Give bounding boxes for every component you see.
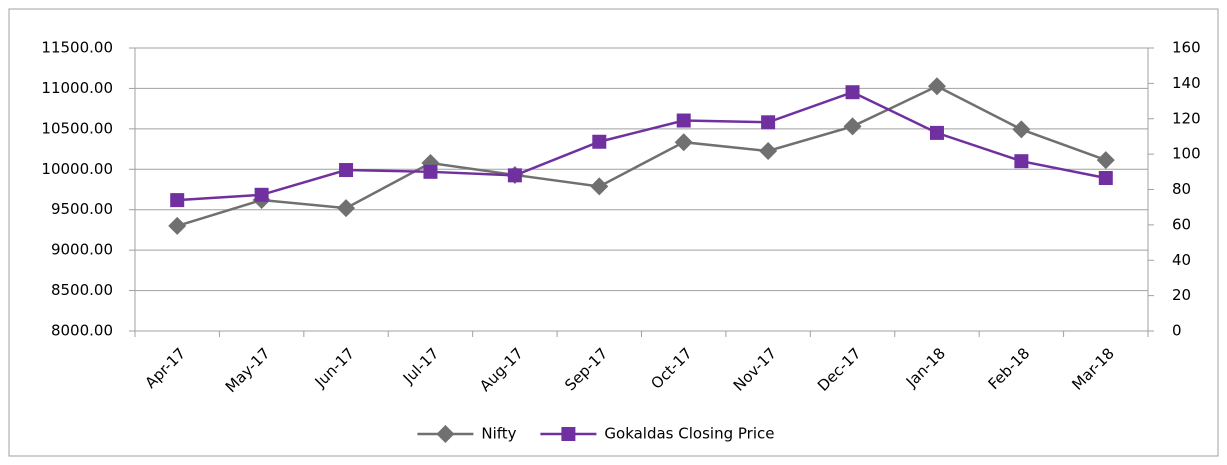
point: [590, 177, 609, 196]
y2-tick-label: 40: [1172, 251, 1191, 269]
legend-label: Nifty: [481, 425, 516, 443]
y2-tick-label: 20: [1172, 286, 1191, 304]
y-tick-label: 10500.00: [41, 119, 113, 137]
point: [761, 115, 776, 130]
series-line: [176, 84, 1107, 228]
y-tick-label: 8000.00: [51, 322, 113, 340]
point: [423, 164, 438, 179]
point: [561, 427, 576, 441]
y2-tick-label: 120: [1172, 109, 1201, 127]
y2-tick-label: 100: [1172, 145, 1201, 163]
y-tick-label: 10000.00: [41, 160, 113, 178]
point: [507, 168, 522, 183]
point: [592, 134, 607, 149]
y2-tick-label: 60: [1172, 215, 1191, 233]
point: [676, 113, 691, 128]
point: [170, 193, 185, 208]
y-tick-label: 9000.00: [51, 241, 113, 259]
y2-tick-label: 160: [1172, 39, 1201, 57]
point: [674, 133, 693, 152]
point: [927, 77, 946, 96]
point: [843, 117, 862, 136]
point: [168, 216, 187, 235]
point: [845, 85, 860, 100]
point: [1096, 151, 1115, 170]
point: [337, 199, 356, 218]
legend-label: Gokaldas Closing Price: [604, 425, 774, 443]
y-tick-label: 11000.00: [41, 79, 113, 97]
series-line: [177, 90, 1107, 202]
point: [929, 125, 944, 140]
point: [1098, 171, 1113, 186]
point: [436, 425, 455, 443]
point: [759, 142, 778, 161]
point: [254, 187, 269, 202]
point: [1012, 120, 1031, 139]
y2-tick-label: 0: [1172, 322, 1182, 340]
chart-border: [8, 8, 1219, 457]
point: [1014, 154, 1029, 169]
y-tick-label: 8500.00: [51, 281, 113, 299]
y2-tick-label: 80: [1172, 180, 1191, 198]
y2-tick-label: 140: [1172, 74, 1201, 92]
point: [339, 163, 354, 178]
y-tick-label: 11500.00: [41, 39, 113, 57]
y-tick-label: 9500.00: [51, 200, 113, 218]
